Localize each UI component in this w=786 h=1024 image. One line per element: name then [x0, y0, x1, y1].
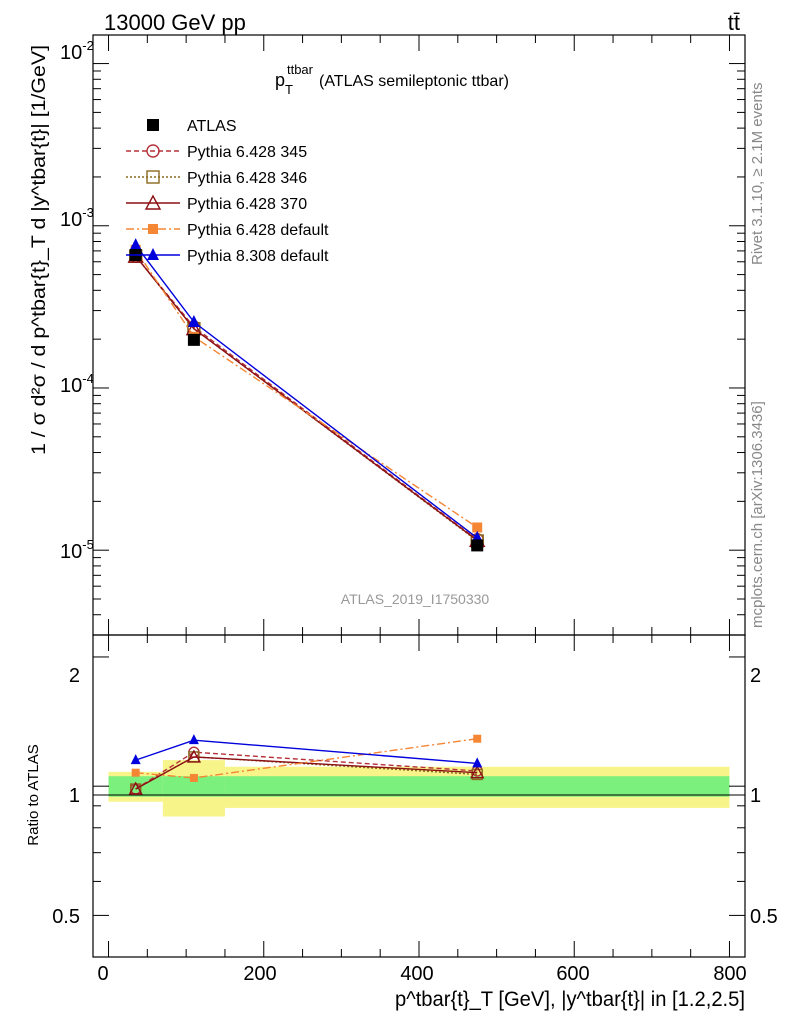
ratio-point-p6def	[131, 768, 140, 777]
ratio-series-p370	[128, 749, 485, 795]
legend-marker	[147, 119, 159, 131]
ratio-tick-label: 0.5	[52, 906, 80, 928]
ratio-tick-label-right: 2	[750, 665, 761, 687]
legend-label: Pythia 8.308 default	[187, 248, 329, 265]
main-y-tick-label: 10-3	[60, 205, 94, 231]
ratio-point-p8def	[188, 734, 199, 745]
main-title: pTttbar (ATLAS semileptonic ttbar)	[275, 62, 509, 97]
legend-marker	[146, 144, 160, 158]
ratio-series-group	[128, 734, 485, 795]
main-title-rest: (ATLAS semileptonic ttbar)	[319, 73, 509, 90]
main-title-p: p	[275, 70, 285, 90]
x-tick-label: 0	[97, 963, 108, 985]
x-axis-label: p^tbar{t}_T [GeV], |y^tbar{t}| in [1.2,2…	[395, 988, 745, 1011]
main-title-sub: T	[285, 82, 293, 97]
legend-marker	[147, 248, 159, 260]
data-point-atlas	[471, 539, 484, 552]
ratio-point-p6def	[189, 773, 198, 782]
main-y-tick-label: 10-2	[60, 38, 94, 64]
series-line-p345	[135, 255, 478, 541]
ratio-point-p6def	[473, 734, 482, 743]
data-point-p8def	[187, 315, 200, 328]
main-y-tick-labels: 10-2 10-3 10-4 10-5	[60, 38, 94, 563]
legend-label: Pythia 6.428 346	[187, 170, 307, 187]
ratio-tick-label: 2	[69, 665, 80, 687]
data-point-atlas	[187, 333, 200, 346]
y-axis-label-ratio: Ratio to ATLAS	[25, 744, 42, 845]
source-label: mcplots.cern.ch [arXiv:1306.3436]	[749, 401, 766, 628]
ratio-tick-label: 1	[69, 785, 80, 807]
ratio-point-p370	[470, 765, 485, 779]
legend-entry-atlas: ATLAS	[147, 118, 237, 135]
ratio-point-p370	[128, 781, 143, 795]
series-p6def	[130, 244, 483, 533]
ratio-point-p8def	[130, 754, 141, 765]
main-y-tick-label: 10-4	[60, 371, 94, 397]
analysis-watermark: ATLAS_2019_I1750330	[341, 591, 490, 607]
ratio-tick-label-right: 0.5	[750, 906, 778, 928]
legend-entry-p6def: Pythia 6.428 default	[126, 222, 329, 239]
ratio-point-p370	[186, 749, 202, 763]
process-label: tt̄	[728, 10, 740, 35]
x-tick-labels: 0 200 400 600 800	[97, 963, 746, 985]
ratio-point-p8def	[472, 757, 483, 768]
axis-ticks	[93, 35, 745, 957]
data-point-p8def	[129, 238, 142, 251]
x-tick-label: 200	[243, 963, 276, 985]
ratio-series-p6def	[131, 734, 482, 782]
ratio-line-p370	[135, 756, 478, 790]
data-point-p6def	[472, 522, 483, 533]
main-title-sup: ttbar	[287, 62, 314, 77]
legend-label: Pythia 6.428 345	[187, 144, 307, 161]
atlas-uncertainty-bands	[108, 760, 730, 817]
legend-marker	[148, 224, 158, 234]
legend: ATLAS Pythia 6.428 345 Pythia 6.428 346 Pyt…	[126, 118, 329, 265]
legend-entry-p345: Pythia 6.428 345	[126, 144, 307, 161]
legend-marker	[146, 170, 160, 184]
legend-label: ATLAS	[187, 118, 237, 135]
legend-marker	[144, 194, 162, 210]
ratio-tick-label-right: 1	[750, 785, 761, 807]
ratio-series-p8def	[130, 734, 483, 768]
series-line-p6def	[135, 249, 478, 529]
legend-label: Pythia 6.428 default	[187, 222, 329, 239]
x-tick-label: 400	[400, 963, 433, 985]
series-line-p8def	[135, 244, 478, 539]
series-line-p370	[135, 255, 478, 541]
main-series-group	[127, 238, 486, 552]
x-tick-label: 600	[556, 963, 589, 985]
legend-entry-p346: Pythia 6.428 346	[126, 170, 307, 187]
series-p8def	[129, 238, 484, 543]
energy-label: 13000 GeV pp	[104, 10, 246, 35]
y-axis-label-main: 1 / σ d²σ / d p^tbar{t}_T d |y^tbar{t}| …	[29, 45, 50, 455]
x-tick-label: 800	[713, 963, 746, 985]
ratio-line-p6def	[135, 738, 478, 779]
legend-entry-p8def: Pythia 8.308 default	[126, 248, 329, 265]
ratio-y-tick-labels: 2 1 0.5 2 1 0.5	[52, 665, 778, 928]
legend-entry-p370: Pythia 6.428 370	[126, 194, 307, 213]
legend-label: Pythia 6.428 370	[187, 196, 307, 213]
rivet-label: Rivet 3.1.10, ≥ 2.1M events	[749, 83, 766, 266]
main-y-tick-label: 10-5	[60, 537, 94, 563]
band-inner	[162, 776, 225, 797]
band-inner	[224, 776, 730, 797]
ratio-line-p8def	[135, 739, 478, 765]
